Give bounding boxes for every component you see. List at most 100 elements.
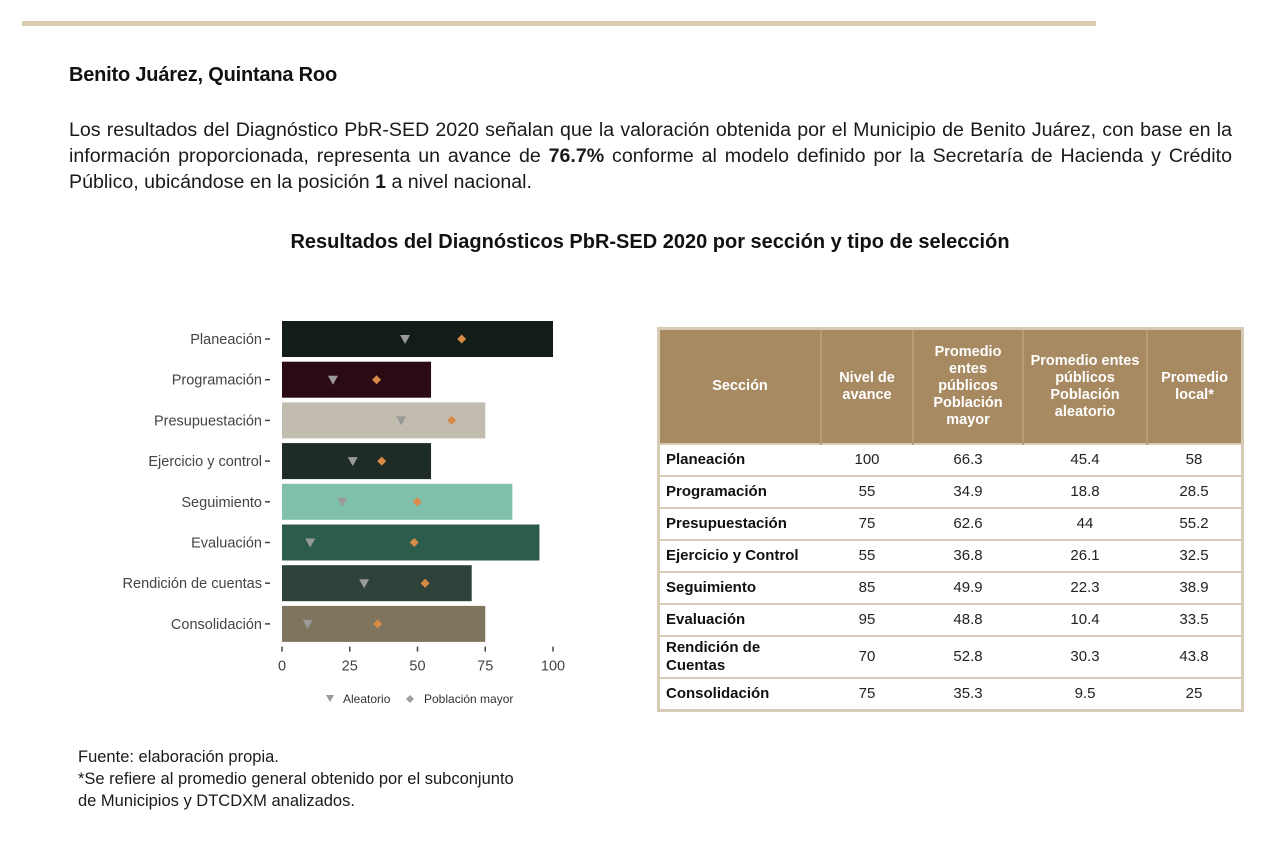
- poblacion-mayor-marker: [420, 578, 430, 588]
- value-cell: 43.8: [1147, 635, 1243, 678]
- legend-diamond-icon: [406, 695, 414, 703]
- x-axis: 0 25 50 75 100: [278, 646, 565, 675]
- table-row: Presupuestación 75 62.6 44 55.2: [658, 507, 1243, 540]
- x-tick-label: 100: [541, 659, 565, 675]
- column-header: Promedio entes públicos Población aleato…: [1022, 328, 1147, 444]
- top-accent-rule: [22, 21, 1096, 26]
- value-cell: 26.1: [1023, 539, 1147, 572]
- value-cell: 35.3: [913, 677, 1023, 711]
- results-bar-chart: Planeación Programación Presupuestación Eje…: [123, 321, 565, 706]
- value-cell: 75: [821, 507, 913, 540]
- column-header: Promedio local*: [1146, 328, 1243, 444]
- value-cell: 70: [821, 635, 913, 678]
- posicion-value: 1: [375, 171, 386, 193]
- x-tick-label: 50: [409, 659, 425, 675]
- section-cell: Planeación: [658, 443, 821, 476]
- value-cell: 55: [821, 539, 913, 572]
- section-cell: Ejercicio y Control: [658, 539, 821, 572]
- municipality-heading: Benito Juárez, Quintana Roo: [69, 64, 337, 86]
- poblacion-mayor-marker: [457, 334, 467, 344]
- bar: [282, 443, 432, 480]
- poblacion-mayor-marker: [447, 415, 457, 425]
- summary-text-3: a nivel nacional.: [386, 171, 532, 193]
- bars-group: [282, 321, 553, 642]
- aleatorio-marker: [302, 619, 313, 629]
- section-cell: Programación: [658, 475, 821, 508]
- value-cell: 18.8: [1023, 475, 1147, 508]
- x-tick-label: 75: [477, 659, 493, 675]
- aleatorio-marker: [396, 416, 407, 426]
- summary-text-1: Los resultados del Diagnóstico PbR-SED 2…: [69, 119, 1232, 167]
- column-header: Promedio entes públicos Población mayor: [912, 328, 1023, 444]
- aleatorio-marker: [359, 579, 370, 589]
- poblacion-mayor-marker: [372, 375, 382, 385]
- table-row: Rendición de Cuentas 70 52.8 30.3 43.8: [658, 635, 1243, 678]
- bar: [282, 565, 472, 602]
- value-cell: 52.8: [913, 635, 1023, 678]
- category-label: Presupuestación: [154, 413, 262, 429]
- legend-label-aleatorio: Aleatorio: [343, 692, 391, 706]
- aleatorio-marker: [337, 497, 348, 507]
- section-cell: Presupuestación: [658, 507, 821, 540]
- value-cell: 75: [821, 677, 913, 711]
- value-cell: 30.3: [1023, 635, 1147, 678]
- table-row: Consolidación 75 35.3 9.5 25: [658, 677, 1243, 711]
- category-label: Planeación: [190, 332, 262, 348]
- value-cell: 38.9: [1147, 571, 1243, 604]
- value-cell: 66.3: [913, 443, 1023, 476]
- table-header-row: Sección Nivel de avance Promedio entes p…: [658, 328, 1243, 444]
- value-cell: 62.6: [913, 507, 1023, 540]
- category-labels: Planeación Programación Presupuestación Eje…: [123, 332, 270, 633]
- value-cell: 22.3: [1023, 571, 1147, 604]
- poblacion-mayor-marker: [412, 497, 422, 507]
- value-cell: 48.8: [913, 603, 1023, 636]
- footnote-line: de Municipios y DTCDXM analizados.: [78, 792, 355, 810]
- section-cell: Evaluación: [658, 603, 821, 636]
- footer-notes: Fuente: elaboración propia. *Se refiere …: [78, 746, 514, 812]
- section-cell: Consolidación: [658, 677, 821, 711]
- value-cell: 55: [821, 475, 913, 508]
- aleatorio-marker: [327, 375, 338, 385]
- bar: [282, 483, 513, 520]
- value-cell: 34.9: [913, 475, 1023, 508]
- avance-value: 76.7%: [548, 145, 605, 167]
- legend-label-poblacion-mayor: Población mayor: [424, 692, 513, 706]
- aleatorio-marker: [347, 457, 358, 467]
- value-cell: 58: [1147, 443, 1243, 476]
- value-cell: 85: [821, 571, 913, 604]
- column-header: Sección: [658, 328, 821, 444]
- source-note: Fuente: elaboración propia.: [78, 748, 279, 766]
- section-cell: Rendición de Cuentas: [658, 635, 821, 678]
- value-cell: 25: [1147, 677, 1243, 711]
- value-cell: 55.2: [1147, 507, 1243, 540]
- column-header: Nivel de avance: [820, 328, 913, 444]
- chart-title: Resultados del Diagnósticos PbR-SED 2020…: [290, 231, 1010, 253]
- poblacion-mayor-marker: [373, 619, 383, 629]
- markers-group: [302, 334, 467, 629]
- category-label: Evaluación: [191, 536, 262, 552]
- category-label: Seguimiento: [181, 495, 262, 511]
- category-label: Consolidación: [171, 617, 262, 633]
- value-cell: 32.5: [1147, 539, 1243, 572]
- category-label: Ejercicio y control: [148, 454, 262, 470]
- section-cell: Seguimiento: [658, 571, 821, 604]
- footnote-line: *Se refiere al promedio general obtenido…: [78, 770, 514, 788]
- value-cell: 36.8: [913, 539, 1023, 572]
- table-row: Evaluación 95 48.8 10.4 33.5: [658, 603, 1243, 636]
- value-cell: 10.4: [1023, 603, 1147, 636]
- value-cell: 95: [821, 603, 913, 636]
- value-cell: 9.5: [1023, 677, 1147, 711]
- bar: [282, 605, 486, 642]
- table-row: Seguimiento 85 49.9 22.3 38.9: [658, 571, 1243, 604]
- summary-text-2: conforme al modelo definido por la Secre…: [69, 145, 1232, 193]
- summary-paragraph: Los resultados del Diagnóstico PbR-SED 2…: [69, 117, 1232, 195]
- aleatorio-marker: [400, 335, 411, 344]
- category-label: Programación: [172, 373, 262, 389]
- value-cell: 33.5: [1147, 603, 1243, 636]
- table-row: Programación 55 34.9 18.8 28.5: [658, 475, 1243, 508]
- bar: [282, 361, 432, 398]
- category-label: Rendición de cuentas: [123, 576, 262, 592]
- poblacion-mayor-marker: [409, 538, 419, 547]
- chart-legend: Aleatorio Población mayor: [326, 692, 513, 706]
- value-cell: 100: [821, 443, 913, 476]
